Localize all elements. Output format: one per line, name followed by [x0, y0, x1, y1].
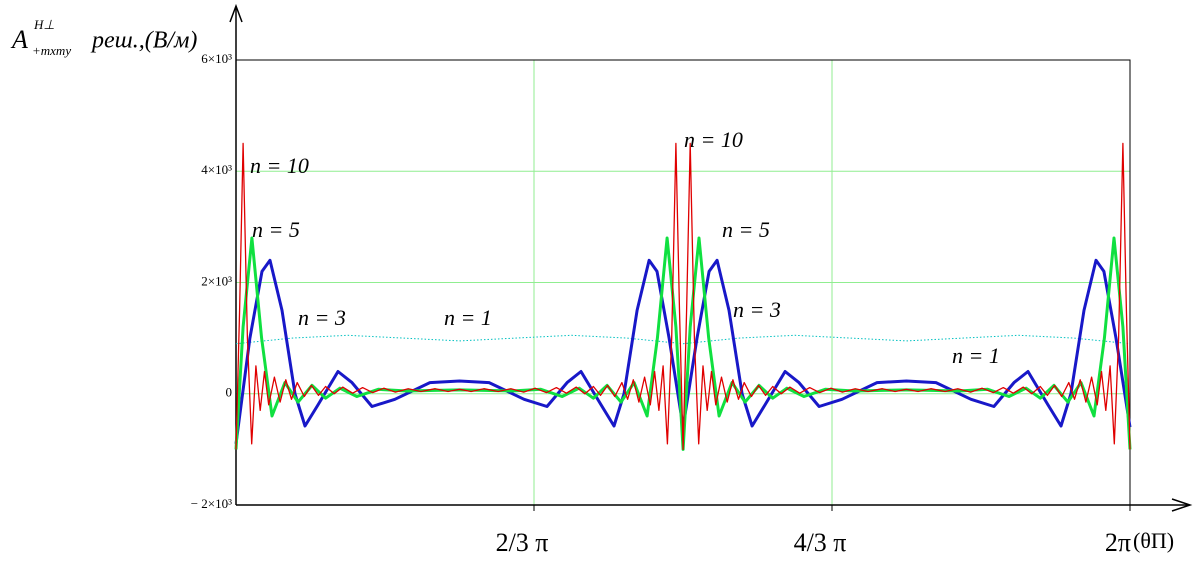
y-tick-label: 2×10³ [201, 273, 232, 288]
x-axis-arrow [1171, 498, 1193, 512]
curve-annotation: n = 3 [298, 305, 346, 330]
x-tick-label: 2π [1105, 528, 1131, 557]
curve-annotation: n = 10 [684, 127, 743, 152]
y-label-subscript: +mxmy [32, 43, 71, 58]
curve-annotation: n = 5 [722, 217, 770, 242]
curve-annotation: n = 1 [444, 305, 492, 330]
plot-frame [236, 59, 1131, 505]
y-label-text: реш.,(В/м) [90, 28, 197, 54]
y-tick-label: 6×10³ [201, 51, 232, 66]
y-tick-label: − 2×10³ [191, 496, 232, 511]
series-line [235, 142, 1131, 451]
curve-annotation: n = 5 [252, 217, 300, 242]
y-label-superscript: H⊥ [33, 17, 55, 32]
x-label: (θП) [1133, 528, 1174, 553]
y-label-symbol: A [10, 25, 28, 54]
y-tick-label: 0 [226, 385, 233, 400]
curve-annotation: n = 3 [733, 297, 781, 322]
y-tick-label: 4×10³ [201, 162, 232, 177]
curve-annotation: n = 1 [952, 343, 1000, 368]
curve-annotation: n = 10 [250, 153, 309, 178]
y-axis-arrow [229, 3, 243, 23]
x-tick-label: 2/3 π [496, 528, 549, 557]
series-line [235, 334, 1131, 345]
x-tick-label: 4/3 π [794, 528, 847, 557]
